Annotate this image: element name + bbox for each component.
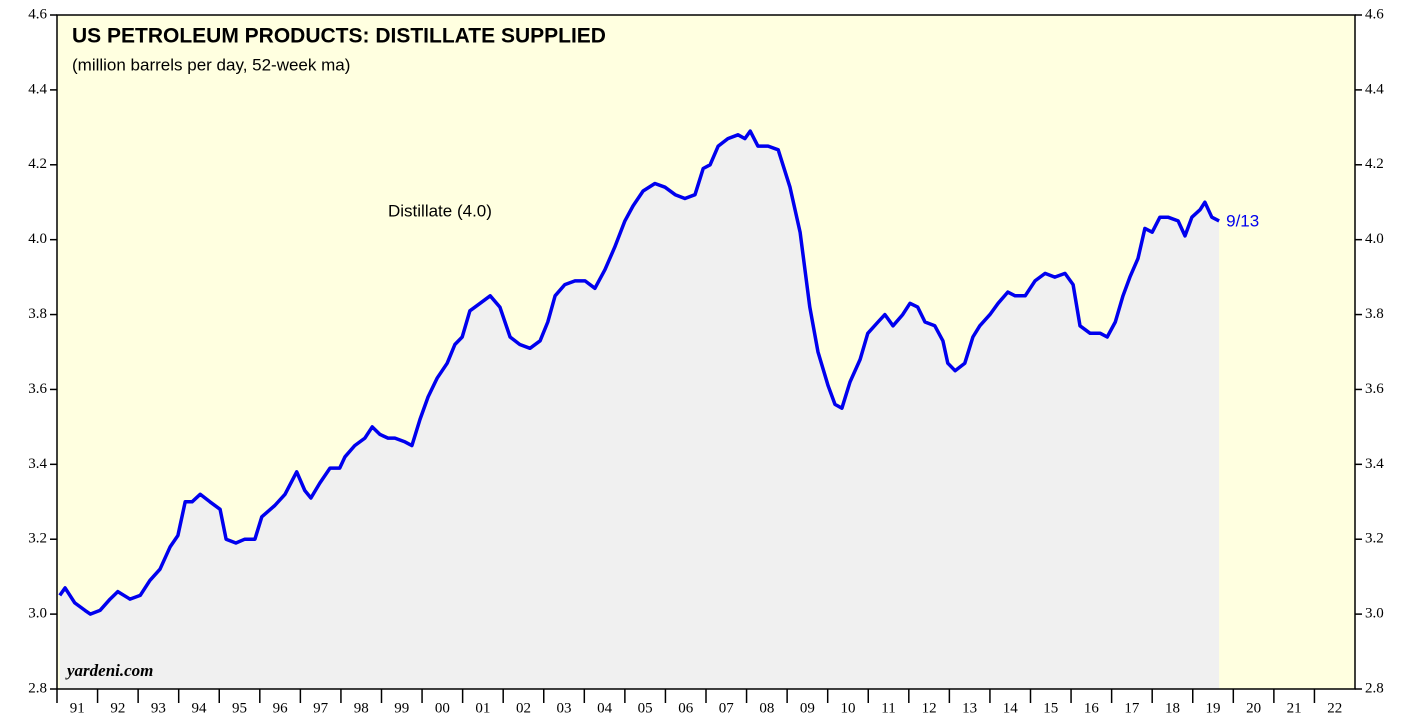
x-tick-label: 00 [435, 700, 450, 716]
x-tick-label: 08 [759, 700, 774, 716]
x-tick-label: 98 [354, 700, 369, 716]
y-tick-label: 4.6 [28, 6, 47, 22]
x-tick-label: 91 [70, 700, 85, 716]
x-tick-label: 03 [557, 700, 572, 716]
y2-tick-label: 4.6 [1365, 6, 1384, 22]
x-tick-label: 11 [881, 700, 895, 716]
y2-tick-label: 2.8 [1365, 680, 1384, 696]
x-tick-label: 13 [962, 700, 977, 716]
y-tick-label: 2.8 [28, 680, 47, 696]
y2-tick-label: 3.0 [1365, 606, 1384, 622]
x-tick-label: 18 [1165, 700, 1180, 716]
x-tick-label: 96 [273, 700, 289, 716]
x-tick-label: 05 [638, 700, 653, 716]
y2-tick-label: 4.4 [1365, 81, 1384, 97]
x-tick-label: 92 [110, 700, 125, 716]
y-tick-label: 4.2 [28, 156, 47, 172]
y-tick-label: 3.0 [28, 606, 47, 622]
x-tick-label: 06 [678, 700, 694, 716]
x-tick-label: 15 [1043, 700, 1058, 716]
x-tick-label: 09 [800, 700, 815, 716]
x-tick-label: 21 [1287, 700, 1302, 716]
source: yardeni.com [65, 661, 153, 680]
y2-tick-label: 3.6 [1365, 381, 1384, 397]
x-tick-label: 04 [597, 700, 613, 716]
x-tick-label: 16 [1084, 700, 1100, 716]
y2-tick-label: 4.0 [1365, 231, 1384, 247]
chart-title: US PETROLEUM PRODUCTS: DISTILLATE SUPPLI… [72, 25, 606, 48]
y-tick-label: 3.2 [28, 531, 47, 547]
x-tick-label: 12 [922, 700, 937, 716]
x-tick-label: 02 [516, 700, 531, 716]
x-tick-label: 19 [1206, 700, 1221, 716]
series-label: Distillate (4.0) [388, 201, 492, 220]
x-tick-label: 20 [1246, 700, 1261, 716]
line [58, 129, 1220, 616]
x-tick-label: 94 [191, 700, 207, 716]
x-tick-label: 93 [151, 700, 166, 716]
y2-tick-label: 3.2 [1365, 531, 1384, 547]
y-tick-label: 4.4 [28, 81, 47, 97]
y-tick-label: 3.6 [28, 381, 47, 397]
x-tick-label: 99 [394, 700, 409, 716]
end-label: 9/13 [1226, 211, 1259, 230]
y-tick-label: 3.4 [28, 456, 47, 472]
y2-tick-label: 4.2 [1365, 156, 1384, 172]
x-tick-label: 01 [475, 700, 490, 716]
x-tick-label: 14 [1003, 700, 1019, 716]
y2-tick-label: 3.8 [1365, 306, 1384, 322]
y-tick-label: 3.8 [28, 306, 47, 322]
x-tick-label: 95 [232, 700, 247, 716]
y2-tick-label: 3.4 [1365, 456, 1384, 472]
y-tick-label: 4.0 [28, 231, 47, 247]
x-tick-label: 97 [313, 700, 329, 716]
chart-subtitle: (million barrels per day, 52-week ma) [72, 55, 350, 74]
x-tick-label: 17 [1124, 700, 1140, 716]
area [59, 131, 1220, 690]
x-tick-label: 10 [840, 700, 855, 716]
x-tick-label: 22 [1327, 700, 1342, 716]
x-tick-label: 07 [719, 700, 735, 716]
